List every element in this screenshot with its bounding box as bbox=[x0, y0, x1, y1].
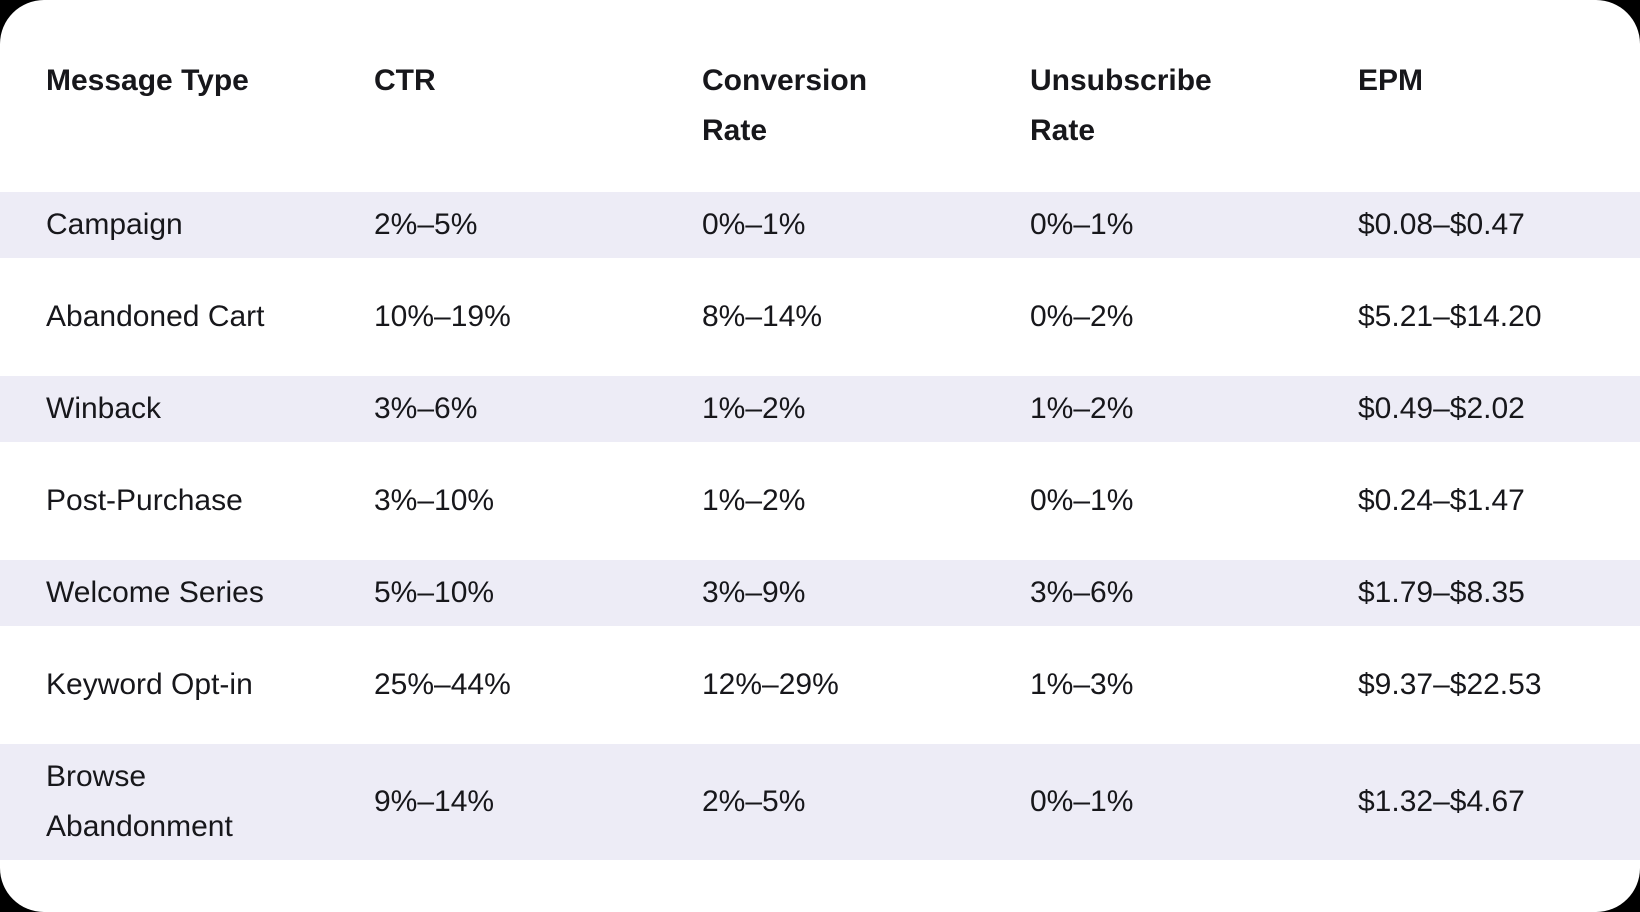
cell-message-type: Campaign bbox=[46, 208, 183, 241]
cell-unsubscribe-rate: 0%–1% bbox=[1030, 208, 1134, 241]
table-row-welcome-series: Welcome Series 5%–10% 3%–9% 3%–6% $1.79–… bbox=[0, 560, 1640, 626]
cell-message-type: Abandoned Cart bbox=[46, 300, 265, 333]
cell-epm: $1.32–$4.67 bbox=[1358, 785, 1525, 818]
column-header-message-type: Message Type bbox=[0, 56, 328, 106]
column-header-label: EPM bbox=[1358, 64, 1424, 97]
cell-unsubscribe-rate: 0%–2% bbox=[1030, 300, 1134, 333]
table-row-post-purchase: Post-Purchase 3%–10% 1%–2% 0%–1% $0.24–$… bbox=[0, 468, 1640, 534]
cell-message-type: Keyword Opt-in bbox=[46, 668, 253, 701]
column-header-label: Unsubscribe Rate bbox=[1030, 64, 1212, 147]
cell-conversion-rate: 8%–14% bbox=[702, 300, 823, 333]
cell-ctr: 3%–10% bbox=[374, 484, 495, 517]
column-header-epm: EPM bbox=[1312, 56, 1640, 106]
cell-unsubscribe-rate: 0%–1% bbox=[1030, 484, 1134, 517]
table-header-row: Message Type CTR Conversion Rate Unsubsc… bbox=[0, 56, 1640, 156]
cell-epm: $0.08–$0.47 bbox=[1358, 208, 1525, 241]
cell-epm: $0.24–$1.47 bbox=[1358, 484, 1525, 517]
table-row-campaign: Campaign 2%–5% 0%–1% 0%–1% $0.08–$0.47 bbox=[0, 192, 1640, 258]
column-header-unsubscribe-rate: Unsubscribe Rate bbox=[984, 56, 1312, 156]
cell-conversion-rate: 12%–29% bbox=[702, 668, 839, 701]
cell-epm: $5.21–$14.20 bbox=[1358, 300, 1542, 333]
cell-conversion-rate: 1%–2% bbox=[702, 484, 806, 517]
table-row-abandoned-cart: Abandoned Cart 10%–19% 8%–14% 0%–2% $5.2… bbox=[0, 284, 1640, 350]
cell-message-type: Winback bbox=[46, 392, 162, 425]
cell-ctr: 2%–5% bbox=[374, 208, 478, 241]
cell-epm: $1.79–$8.35 bbox=[1358, 576, 1525, 609]
column-header-conversion-rate: Conversion Rate bbox=[656, 56, 984, 156]
table-row-winback: Winback 3%–6% 1%–2% 1%–2% $0.49–$2.02 bbox=[0, 376, 1640, 442]
cell-conversion-rate: 2%–5% bbox=[702, 785, 806, 818]
cell-ctr: 9%–14% bbox=[374, 785, 495, 818]
cell-ctr: 3%–6% bbox=[374, 392, 478, 425]
column-header-ctr: CTR bbox=[328, 56, 656, 106]
cell-message-type: Welcome Series bbox=[46, 576, 264, 609]
cell-unsubscribe-rate: 1%–2% bbox=[1030, 392, 1134, 425]
table-row-browse-abandonment: Browse Abandonment 9%–14% 2%–5% 0%–1% $1… bbox=[0, 744, 1640, 860]
cell-message-type: Browse Abandonment bbox=[46, 760, 233, 843]
column-header-label: Conversion Rate bbox=[702, 64, 868, 147]
cell-conversion-rate: 1%–2% bbox=[702, 392, 806, 425]
cell-conversion-rate: 3%–9% bbox=[702, 576, 806, 609]
column-header-label: Message Type bbox=[46, 64, 249, 97]
cell-ctr: 10%–19% bbox=[374, 300, 511, 333]
cell-unsubscribe-rate: 0%–1% bbox=[1030, 785, 1134, 818]
column-header-label: CTR bbox=[374, 64, 436, 97]
cell-message-type: Post-Purchase bbox=[46, 484, 243, 517]
cell-unsubscribe-rate: 3%–6% bbox=[1030, 576, 1134, 609]
cell-unsubscribe-rate: 1%–3% bbox=[1030, 668, 1134, 701]
cell-epm: $0.49–$2.02 bbox=[1358, 392, 1525, 425]
table-row-keyword-opt-in: Keyword Opt-in 25%–44% 12%–29% 1%–3% $9.… bbox=[0, 652, 1640, 718]
cell-conversion-rate: 0%–1% bbox=[702, 208, 806, 241]
cell-ctr: 25%–44% bbox=[374, 668, 511, 701]
cell-epm: $9.37–$22.53 bbox=[1358, 668, 1542, 701]
cell-ctr: 5%–10% bbox=[374, 576, 495, 609]
